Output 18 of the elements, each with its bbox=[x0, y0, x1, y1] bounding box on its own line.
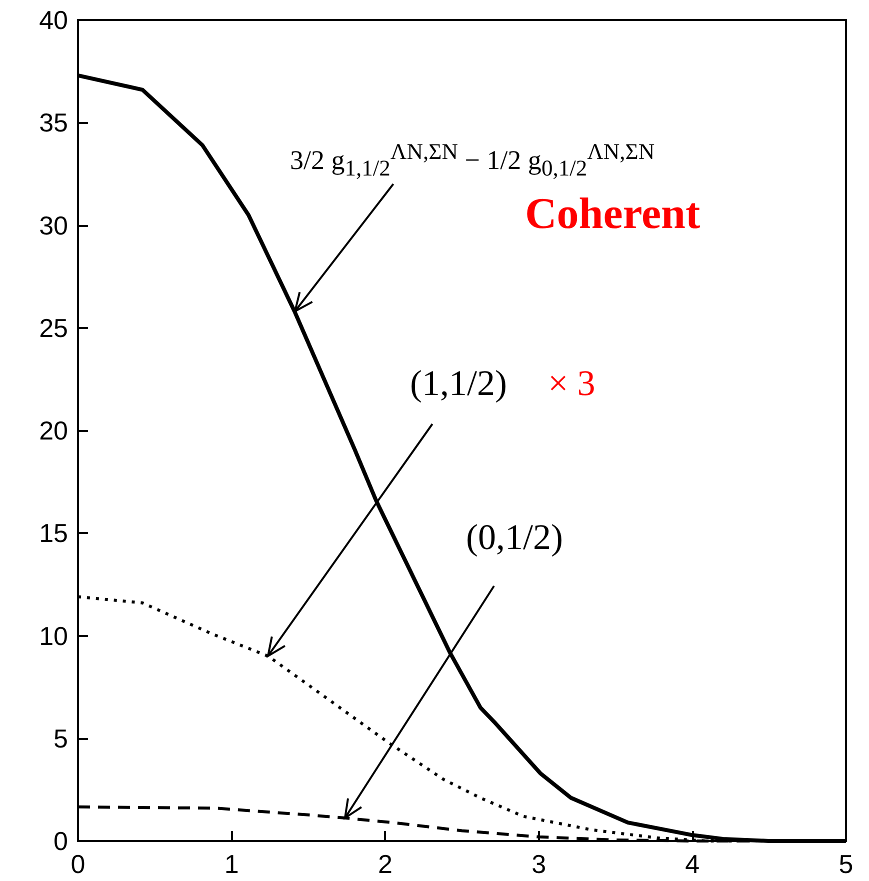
y-tick-label: 10 bbox=[39, 620, 68, 651]
y-tick-label: 25 bbox=[39, 312, 68, 343]
y-tick-label: 35 bbox=[39, 108, 68, 138]
x-tick-label: 1 bbox=[224, 849, 239, 879]
y-tick-label: 15 bbox=[39, 518, 68, 548]
x-tick-label: 5 bbox=[838, 849, 854, 879]
y-tick-label: 30 bbox=[39, 210, 68, 240]
annotation: (0,1/2) bbox=[466, 516, 563, 559]
annotation: × 3 bbox=[548, 362, 596, 404]
annotation: (1,1/2) bbox=[410, 362, 507, 405]
annotation: Coherent bbox=[525, 188, 700, 239]
x-tick-label: 2 bbox=[378, 849, 392, 879]
x-tick-label: 4 bbox=[685, 849, 700, 879]
y-tick-label: 0 bbox=[54, 826, 68, 856]
y-tick-label: 5 bbox=[54, 723, 68, 754]
x-tick-label: 3 bbox=[532, 849, 546, 879]
y-tick-label: 20 bbox=[39, 416, 68, 446]
y-tick-label: 40 bbox=[39, 5, 68, 35]
